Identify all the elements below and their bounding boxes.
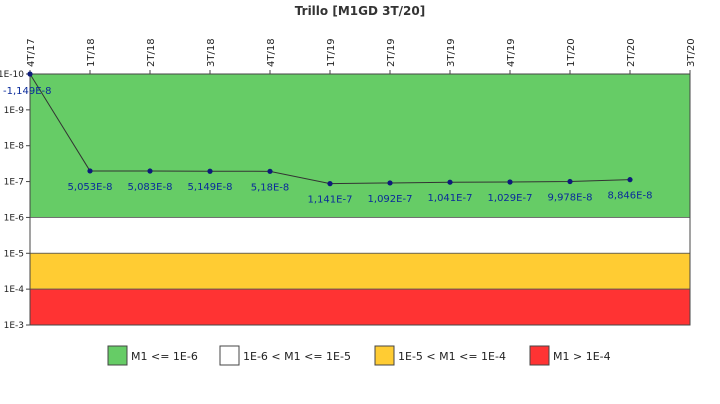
data-label: 5,083E-8 [128,182,173,193]
data-point [87,168,93,174]
data-point [327,181,333,187]
legend-label: 1E-5 < M1 <= 1E-4 [398,350,506,363]
chart-title: Trillo [M1GD 3T/20] [295,4,425,18]
band-2 [29,252,691,290]
data-point [27,71,33,77]
data-point [207,168,213,174]
x-tick-label: 3T/20 [686,38,697,67]
legend-swatch [107,345,128,366]
data-point [267,168,273,174]
x-tick-label: 4T/18 [266,38,277,67]
data-label: -1,149E-8 [3,86,52,97]
legend-swatch [529,345,550,366]
data-point [507,179,513,185]
legend-swatch [374,345,395,366]
legend-swatch [219,345,240,366]
data-label: 9,978E-8 [548,193,593,204]
x-tick-label: 2T/19 [386,38,397,67]
y-axis: 1E-10 1E-9 1E-8 1E-7 1E-6 1E-5 1E-4 1E-3 [0,70,30,331]
x-tick-label: 2T/20 [626,38,637,67]
y-tick-label: 1E-8 [4,142,25,152]
data-label: 5,149E-8 [188,182,233,193]
legend-label: M1 > 1E-4 [553,350,611,363]
data-label: 8,846E-8 [608,191,653,202]
y-tick-label: 1E-5 [4,249,24,259]
legend-label: M1 <= 1E-6 [131,350,198,363]
data-label: 1,092E-7 [368,194,413,205]
data-point [387,180,393,186]
x-axis: 4T/17 1T/18 2T/18 3T/18 4T/18 1T/19 2T/19 3T/19… [26,38,697,74]
y-tick-label: 1E-9 [4,106,25,116]
bands-layer [29,73,691,326]
band-1 [29,217,691,254]
x-tick-label: 1T/18 [86,38,97,67]
data-labels: -1,149E-8 5,053E-8 5,083E-8 5,149E-8 5,18E-8… [3,86,652,206]
data-point [627,177,633,183]
y-tick-label: 1E-4 [4,285,25,295]
legend: M1 <= 1E-6 1E-6 < M1 <= 1E-5 1E-5 < M1 <= … [107,345,611,366]
data-label: 1,141E-7 [308,195,353,206]
x-tick-label: 2T/18 [146,38,157,67]
x-tick-label: 4T/19 [506,38,517,67]
data-label: 1,029E-7 [488,193,533,204]
x-tick-label: 4T/17 [26,38,37,67]
data-point [147,168,153,174]
data-label: 5,053E-8 [68,182,113,193]
series-layer [27,71,633,187]
x-tick-label: 3T/18 [206,38,217,67]
legend-label: 1E-6 < M1 <= 1E-5 [243,350,351,363]
y-tick-label: 1E-3 [4,321,24,331]
y-tick-label: 1E-7 [4,178,24,188]
data-label: 1,041E-7 [428,193,473,204]
data-label: 5,18E-8 [251,182,290,193]
y-tick-label: 1E-6 [4,213,25,223]
x-tick-label: 3T/19 [446,38,457,67]
data-point [567,178,573,185]
y-tick-label: 1E-10 [0,70,24,80]
band-0 [29,73,691,218]
data-point [447,179,453,185]
x-tick-label: 1T/20 [566,38,577,67]
plot-border [29,73,691,326]
band-3 [29,288,691,326]
x-tick-label: 1T/19 [326,38,337,67]
